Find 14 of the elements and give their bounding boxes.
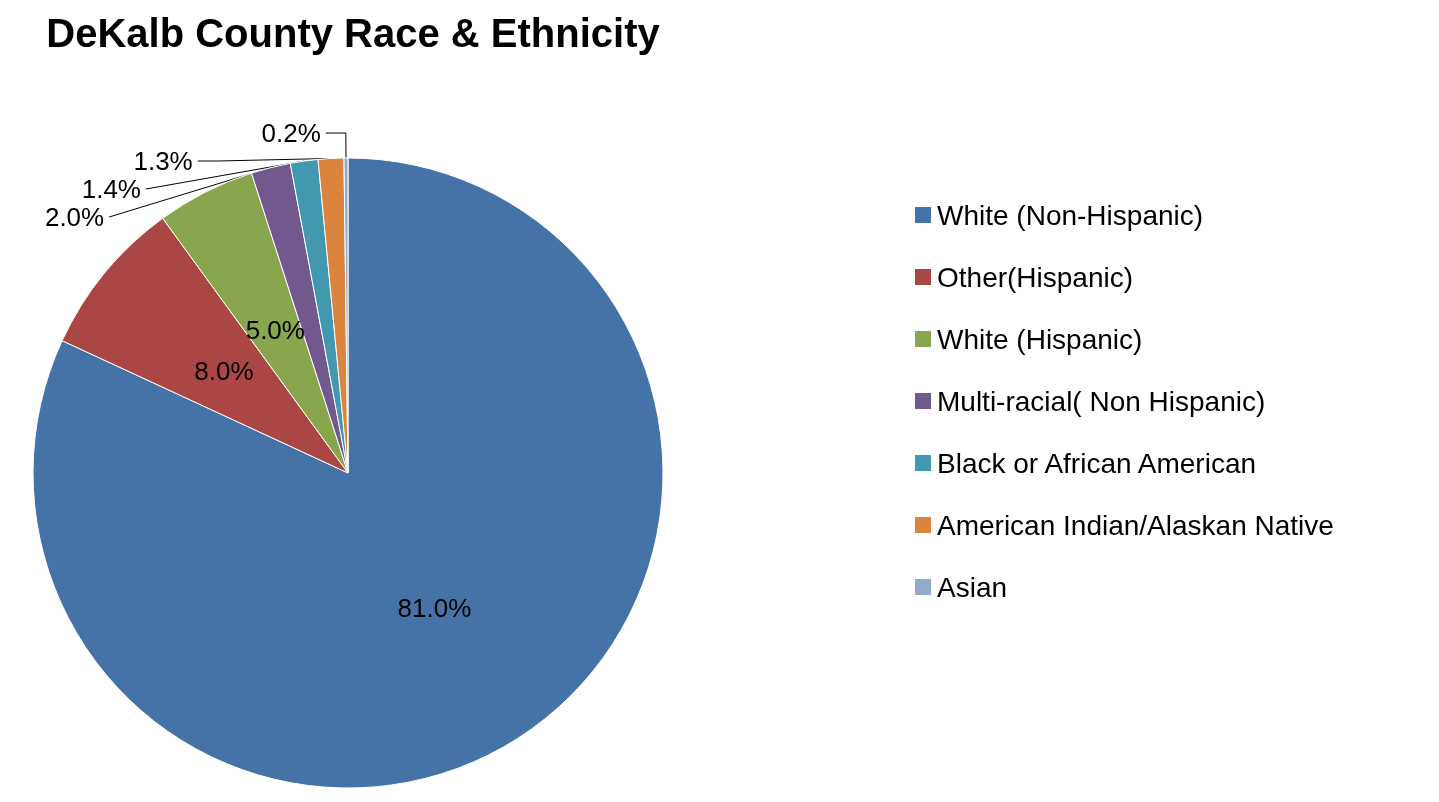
data-label: 8.0%	[194, 356, 254, 387]
legend-label: Multi-racial( Non Hispanic)	[937, 385, 1266, 417]
legend-label: Other(Hispanic)	[937, 261, 1134, 293]
legend-label: Asian	[937, 571, 1008, 603]
legend-label: White (Non-Hispanic)	[937, 199, 1204, 231]
data-label: 81.0%	[397, 593, 472, 624]
legend-label: American Indian/Alaskan Native	[937, 509, 1334, 541]
data-label: 0.2%	[261, 118, 321, 149]
data-label: 2.0%	[44, 202, 105, 233]
legend-label: White (Hispanic)	[937, 323, 1143, 355]
data-label: 1.3%	[133, 146, 193, 177]
data-label: 1.4%	[81, 174, 141, 205]
legend-label: Black or African American	[937, 447, 1257, 479]
chart-title: DeKalb County Race & Ethnicity	[46, 11, 661, 55]
